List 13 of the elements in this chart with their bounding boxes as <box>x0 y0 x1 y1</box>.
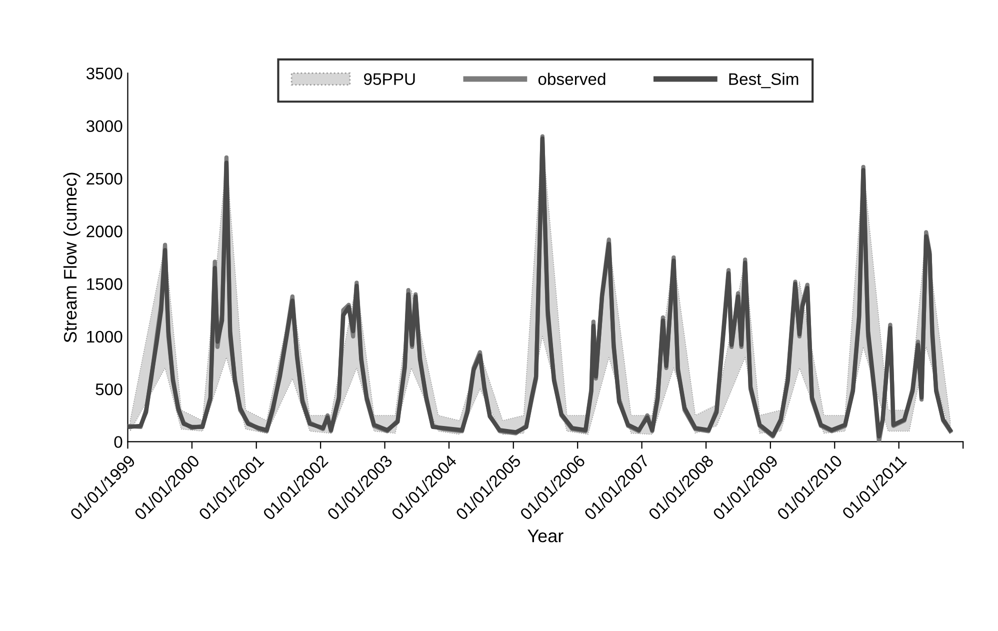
legend-label: 95PPU <box>364 73 415 85</box>
y-tick-label: 2000 <box>86 226 122 238</box>
y-tick-label: 3500 <box>86 68 122 80</box>
y-tick-label: 500 <box>96 383 122 396</box>
legend-label: observed <box>538 72 606 85</box>
y-tick-label: 0 <box>114 436 122 448</box>
y-tick-label: 1000 <box>87 330 122 343</box>
y-tick-label: 1500 <box>87 278 122 290</box>
y-tick-label: 3000 <box>86 120 122 132</box>
y-tick-label: 2500 <box>86 172 122 185</box>
y-axis-title: Stream Flow (cumec) <box>63 172 80 342</box>
legend-label: Best_Sim <box>729 72 798 88</box>
x-axis-title: Year <box>528 530 564 542</box>
